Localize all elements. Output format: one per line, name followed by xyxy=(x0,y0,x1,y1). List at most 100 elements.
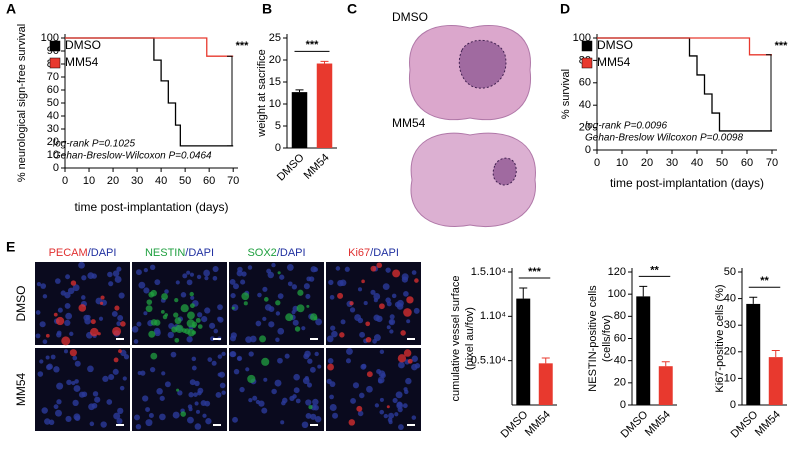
nucleus xyxy=(248,351,254,357)
nucleus xyxy=(145,407,151,412)
error-bar xyxy=(541,357,550,364)
y-axis-label: cumulative vessel surface xyxy=(450,276,462,402)
row-label: MM54 xyxy=(14,373,28,407)
legend-swatch xyxy=(581,40,593,52)
stained-cell xyxy=(261,357,270,366)
error-bar xyxy=(661,361,670,367)
nucleus xyxy=(204,276,209,281)
nucleus xyxy=(154,329,161,337)
nucleus xyxy=(386,301,392,307)
nucleus xyxy=(397,407,403,413)
nucleus xyxy=(337,279,344,287)
stained-cell xyxy=(400,330,406,336)
nucleus xyxy=(376,315,383,323)
stained-cell xyxy=(164,313,169,317)
stained-cell xyxy=(259,335,267,343)
nucleus xyxy=(187,416,194,424)
nucleus xyxy=(65,415,72,423)
stained-cell xyxy=(174,317,182,325)
nucleus xyxy=(74,360,81,367)
nucleus xyxy=(138,281,146,289)
annotation: Gehan-Breslow-Wilcoxon P=0.0464 xyxy=(53,151,212,162)
nucleus xyxy=(310,413,317,420)
panel-label: C xyxy=(347,1,357,17)
nucleus xyxy=(328,279,334,286)
y-axis-label: % survival xyxy=(560,69,572,119)
nucleus xyxy=(117,407,124,415)
stained-cell xyxy=(197,324,203,329)
nucleus xyxy=(45,364,52,371)
nucleus xyxy=(186,279,193,286)
nucleus xyxy=(56,399,62,405)
nucleus xyxy=(258,400,265,407)
nucleus xyxy=(252,395,258,401)
nucleus xyxy=(395,391,403,399)
nucleus xyxy=(379,349,385,355)
y-tick-label: 20 xyxy=(614,377,626,389)
nucleus xyxy=(202,413,207,418)
nucleus xyxy=(232,416,238,423)
nucleus xyxy=(305,293,311,299)
nucleus xyxy=(403,387,408,392)
y-tick-label: 40 xyxy=(724,293,736,305)
stained-cell xyxy=(184,328,191,335)
stained-cell xyxy=(277,271,281,275)
stained-cell xyxy=(69,349,77,357)
stained-cell xyxy=(241,292,250,301)
nucleus xyxy=(263,377,268,382)
survival-line xyxy=(65,37,234,57)
x-tick-label: 0 xyxy=(62,175,68,187)
nucleus xyxy=(209,322,216,329)
x-tick-label: 20 xyxy=(107,175,119,187)
stained-cell xyxy=(176,388,180,392)
nucleus xyxy=(392,397,398,404)
y-tick-label: 40 xyxy=(47,110,59,122)
nucleus xyxy=(67,287,75,295)
error-bar xyxy=(639,285,648,297)
stained-cell xyxy=(180,411,187,417)
bar xyxy=(316,63,333,148)
stain-counterstain: /DAPI xyxy=(185,247,214,259)
panel-label: E xyxy=(6,239,15,255)
nucleus xyxy=(42,339,48,345)
y-tick-label: 50 xyxy=(47,97,59,109)
nucleus xyxy=(136,269,142,276)
nucleus xyxy=(194,380,200,387)
nucleus xyxy=(154,279,161,286)
x-tick-label: DMSO xyxy=(499,408,531,440)
stained-cell xyxy=(243,301,248,306)
bar xyxy=(768,357,783,405)
stained-cell xyxy=(180,304,189,313)
stained-cell xyxy=(187,311,195,320)
nucleus xyxy=(245,336,252,343)
stained-cell xyxy=(285,313,294,322)
y-tick-label: 40 xyxy=(614,355,626,367)
nucleus xyxy=(414,363,421,369)
nucleus xyxy=(326,335,334,343)
nucleus xyxy=(149,264,156,270)
nucleus xyxy=(363,301,368,306)
nucleus xyxy=(212,266,219,273)
nucleus xyxy=(385,267,391,273)
nucleus xyxy=(164,289,169,294)
nucleus xyxy=(239,386,245,393)
x-tick-label: MM54 xyxy=(753,409,783,439)
stained-cell xyxy=(263,297,269,302)
nucleus xyxy=(314,351,319,357)
nucleus xyxy=(112,270,120,277)
nucleus xyxy=(218,371,226,378)
nucleus xyxy=(66,379,72,386)
y-tick-label: 20 xyxy=(579,122,591,134)
nucleus xyxy=(277,327,285,335)
survival-line xyxy=(597,37,772,56)
nucleus xyxy=(112,368,119,375)
stained-cell xyxy=(161,293,168,300)
nucleus xyxy=(36,282,42,287)
x-tick-label: 20 xyxy=(641,157,653,169)
stained-cell xyxy=(376,262,383,269)
tumor-outline xyxy=(458,39,507,89)
nucleus xyxy=(373,293,381,300)
nucleus xyxy=(411,355,418,362)
nucleus xyxy=(280,420,285,425)
